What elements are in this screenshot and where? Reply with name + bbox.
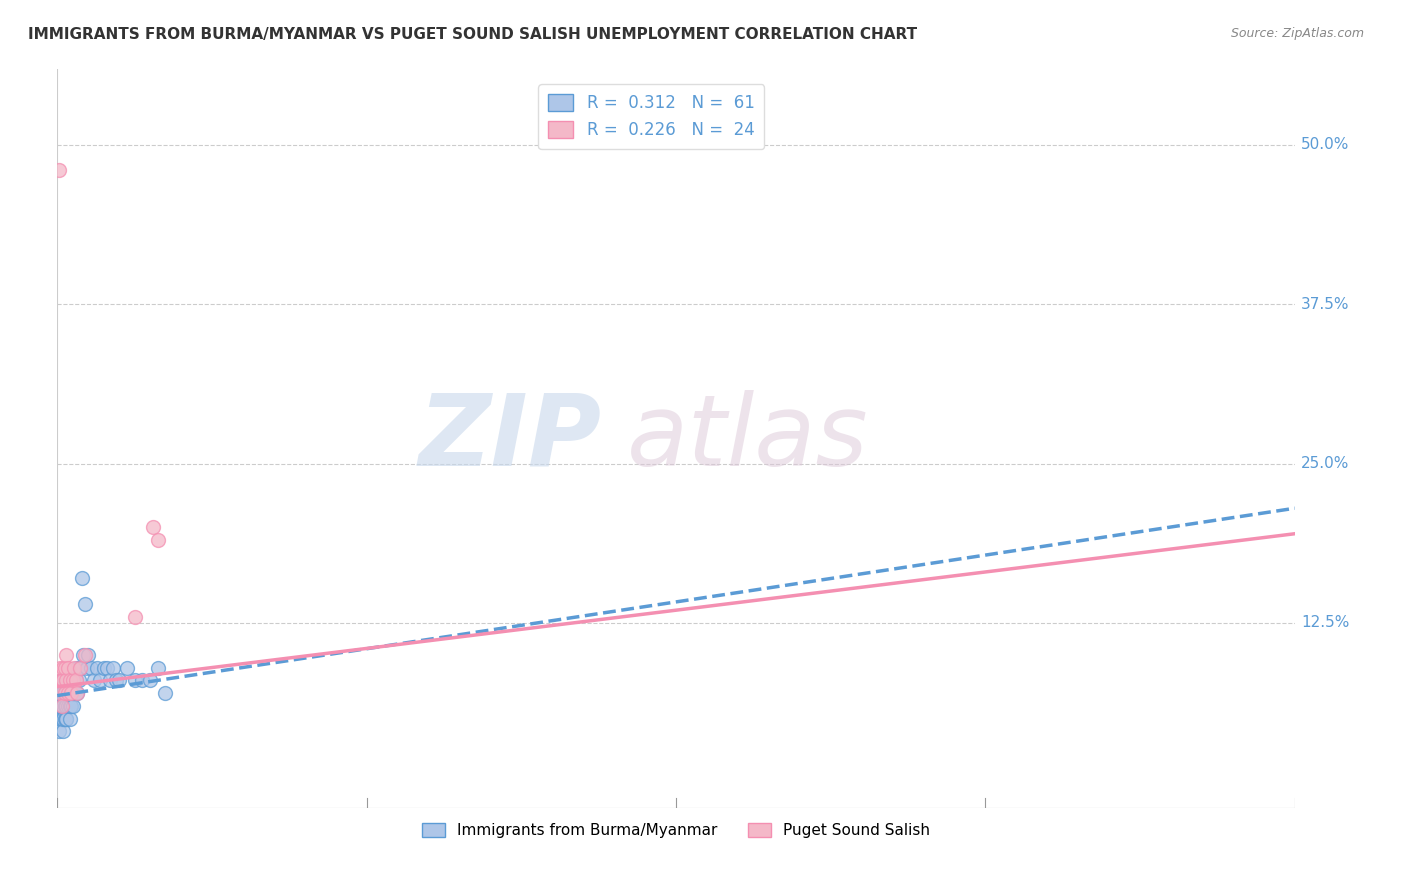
Point bbox=[52, 712, 75, 726]
Point bbox=[56, 673, 79, 688]
Point bbox=[51, 698, 73, 713]
Point bbox=[49, 698, 72, 713]
Point bbox=[56, 686, 79, 700]
Point bbox=[53, 673, 76, 688]
Point bbox=[65, 673, 87, 688]
Point bbox=[155, 686, 177, 700]
Text: Source: ZipAtlas.com: Source: ZipAtlas.com bbox=[1230, 27, 1364, 40]
Point bbox=[51, 673, 73, 688]
Point bbox=[66, 686, 89, 700]
Point bbox=[49, 712, 72, 726]
Text: 37.5%: 37.5% bbox=[1301, 297, 1350, 312]
Point bbox=[93, 660, 115, 674]
Point bbox=[86, 660, 108, 674]
Point bbox=[77, 648, 100, 662]
Point bbox=[139, 673, 162, 688]
Point bbox=[51, 686, 73, 700]
Point bbox=[56, 698, 79, 713]
Point bbox=[62, 698, 84, 713]
Point bbox=[146, 533, 169, 547]
Point bbox=[96, 660, 118, 674]
Point bbox=[131, 673, 153, 688]
Point bbox=[55, 712, 77, 726]
Point bbox=[80, 660, 103, 674]
Point bbox=[63, 660, 86, 674]
Point bbox=[49, 686, 72, 700]
Point bbox=[53, 686, 76, 700]
Point bbox=[53, 712, 76, 726]
Point bbox=[53, 698, 76, 713]
Point bbox=[65, 686, 87, 700]
Point bbox=[60, 698, 83, 713]
Point bbox=[115, 660, 138, 674]
Point bbox=[76, 660, 98, 674]
Point bbox=[63, 686, 86, 700]
Point bbox=[124, 673, 146, 688]
Point bbox=[62, 686, 84, 700]
Point bbox=[62, 673, 84, 688]
Point bbox=[62, 673, 84, 688]
Point bbox=[89, 673, 111, 688]
Point bbox=[51, 712, 73, 726]
Point bbox=[51, 673, 73, 688]
Point bbox=[48, 163, 70, 178]
Point bbox=[55, 712, 77, 726]
Point bbox=[55, 673, 77, 688]
Text: 25.0%: 25.0% bbox=[1301, 456, 1350, 471]
Point bbox=[52, 686, 75, 700]
Point bbox=[58, 686, 80, 700]
Point bbox=[98, 673, 121, 688]
Point bbox=[69, 660, 91, 674]
Point bbox=[52, 673, 75, 688]
Point bbox=[52, 660, 75, 674]
Point bbox=[55, 648, 77, 662]
Point bbox=[52, 698, 75, 713]
Point bbox=[60, 686, 83, 700]
Point bbox=[108, 673, 131, 688]
Point bbox=[52, 724, 75, 739]
Point bbox=[101, 660, 124, 674]
Point bbox=[56, 660, 79, 674]
Point bbox=[73, 648, 96, 662]
Point bbox=[66, 686, 89, 700]
Point bbox=[83, 673, 105, 688]
Point bbox=[60, 673, 83, 688]
Point bbox=[73, 597, 96, 611]
Point bbox=[48, 724, 70, 739]
Point bbox=[53, 686, 76, 700]
Point bbox=[58, 698, 80, 713]
Point bbox=[60, 686, 83, 700]
Point bbox=[49, 660, 72, 674]
Point bbox=[51, 698, 73, 713]
Point bbox=[65, 673, 87, 688]
Point bbox=[70, 571, 93, 585]
Point bbox=[146, 660, 169, 674]
Point bbox=[67, 673, 90, 688]
Point bbox=[55, 698, 77, 713]
Point bbox=[63, 673, 86, 688]
Text: IMMIGRANTS FROM BURMA/MYANMAR VS PUGET SOUND SALISH UNEMPLOYMENT CORRELATION CHA: IMMIGRANTS FROM BURMA/MYANMAR VS PUGET S… bbox=[28, 27, 917, 42]
Text: atlas: atlas bbox=[627, 390, 868, 487]
Text: ZIP: ZIP bbox=[419, 390, 602, 487]
Point bbox=[104, 673, 127, 688]
Point bbox=[72, 648, 94, 662]
Point bbox=[58, 712, 80, 726]
Point bbox=[124, 609, 146, 624]
Point bbox=[69, 660, 91, 674]
Text: 50.0%: 50.0% bbox=[1301, 137, 1350, 153]
Point bbox=[49, 686, 72, 700]
Point bbox=[53, 660, 76, 674]
Point bbox=[142, 520, 165, 534]
Legend: Immigrants from Burma/Myanmar, Puget Sound Salish: Immigrants from Burma/Myanmar, Puget Sou… bbox=[416, 817, 936, 845]
Text: 12.5%: 12.5% bbox=[1301, 615, 1350, 631]
Point bbox=[55, 686, 77, 700]
Point bbox=[66, 660, 89, 674]
Point bbox=[58, 673, 80, 688]
Point bbox=[56, 686, 79, 700]
